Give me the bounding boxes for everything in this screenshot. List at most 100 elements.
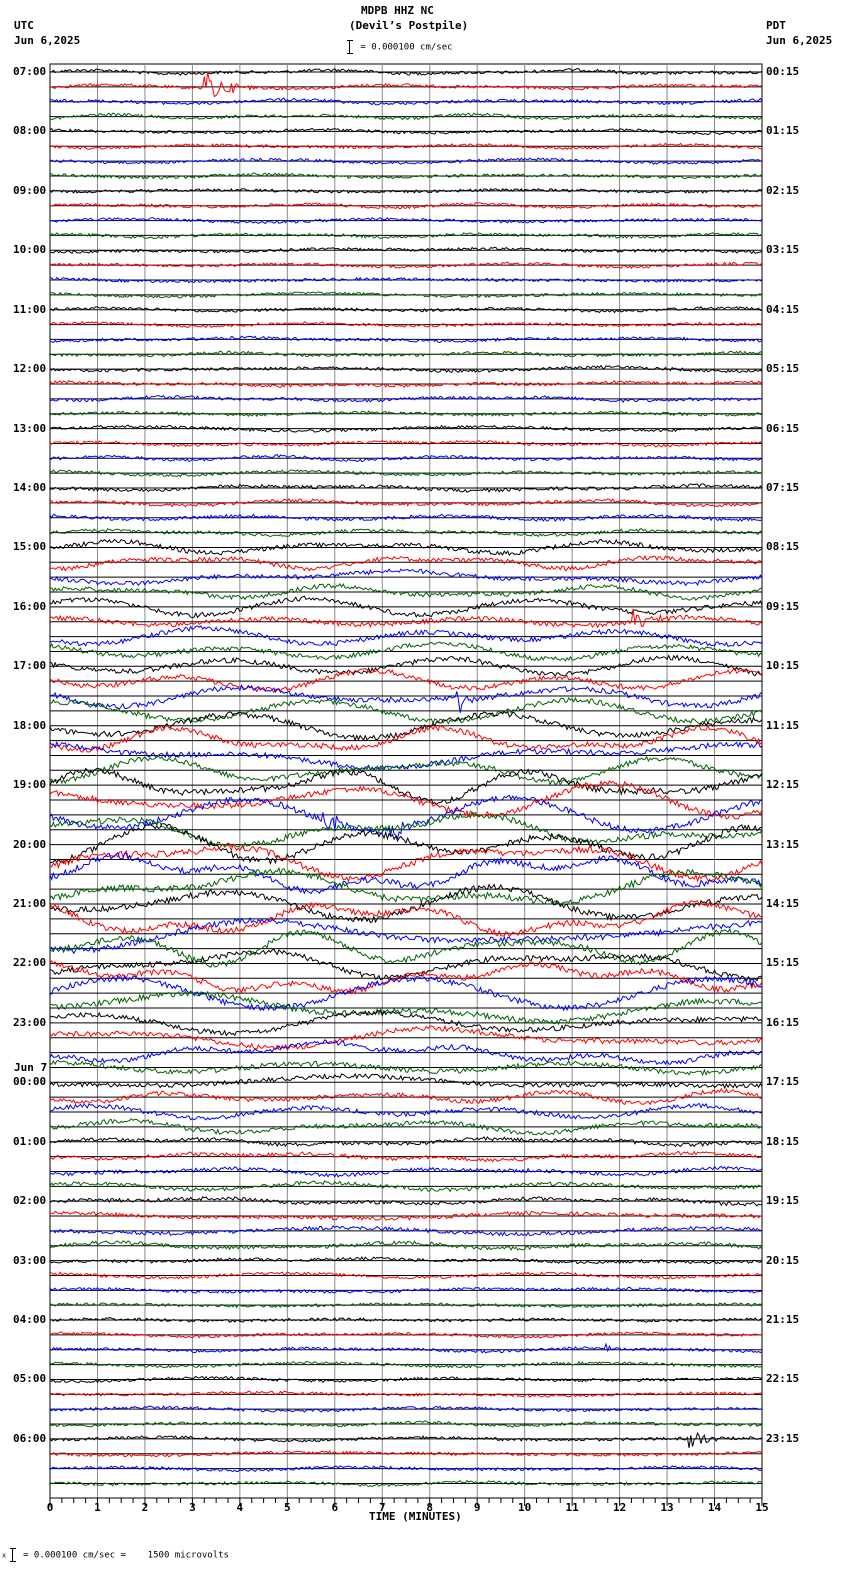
right-date-label: Jun 6,2025 (766, 34, 833, 47)
scale-bar-icon (347, 40, 355, 54)
seismic-trace (49, 217, 763, 225)
pdt-hour-label: 01:15 (766, 124, 800, 138)
station-location: (Devil’s Postpile) (349, 19, 469, 32)
seismic-trace (49, 883, 763, 924)
utc-hour-label: 11:00 (13, 302, 47, 316)
seismic-trace (49, 1302, 763, 1309)
seismic-trace (50, 172, 763, 180)
seismic-trace (49, 513, 763, 522)
pdt-hour-label: 23:15 (766, 1431, 800, 1445)
utc-hour-label: 22:00 (13, 956, 47, 970)
seismic-trace (49, 608, 763, 629)
seismic-trace (49, 1039, 763, 1066)
utc-hour-label: 13:00 (13, 421, 47, 435)
x-tick-label: 0 (46, 1501, 54, 1514)
x-tick-label: 4 (236, 1501, 244, 1514)
seismic-trace (49, 900, 763, 938)
plot-frame (49, 63, 763, 1499)
x-tick-label: 14 (707, 1501, 722, 1514)
pdt-hour-label: 13:15 (766, 837, 800, 851)
seismic-trace (49, 1059, 763, 1077)
seismic-trace (49, 424, 763, 433)
x-tick-label: 13 (660, 1501, 674, 1514)
x-tick-label: 10 (518, 1501, 532, 1514)
seismic-trace (49, 1118, 763, 1136)
x-tick-label: 2 (141, 1501, 149, 1514)
seismic-trace (49, 157, 763, 165)
seismic-trace (49, 625, 763, 648)
utc-hour-label: 12:00 (13, 362, 47, 376)
x-tick-label: 7 (378, 1501, 386, 1514)
seismic-trace (49, 667, 763, 694)
seismic-trace (49, 1072, 763, 1090)
pdt-hour-label: 02:15 (766, 183, 800, 197)
pdt-hour-label: 15:15 (766, 956, 800, 970)
utc-hour-label: 01:00 (13, 1134, 47, 1148)
utc-hour-label: 18:00 (13, 718, 47, 732)
utc-hour-label: 23:00 (13, 1015, 47, 1029)
utc-hour-label: 17:00 (13, 659, 47, 673)
utc-hour-label: 20:00 (13, 837, 47, 851)
utc-hour-label: 21:00 (13, 897, 47, 911)
utc-hour-label: 03:00 (13, 1253, 47, 1267)
utc-hour-label: 14:00 (13, 481, 47, 494)
utc-hour-label: 07:00 (13, 65, 47, 78)
seismic-trace (49, 1331, 763, 1339)
pdt-hour-label: 16:15 (766, 1015, 800, 1029)
seismic-trace (49, 779, 763, 820)
seismic-trace (49, 641, 763, 662)
seismic-trace (49, 291, 763, 299)
footer-scale-note: x = 0.000100 cm/sec = 1500 microvolts (2, 1548, 229, 1562)
seismic-trace (49, 112, 763, 121)
seismic-trace (49, 595, 763, 619)
footer-scale-bar-icon (9, 1548, 18, 1562)
pdt-hour-label: 14:15 (766, 897, 800, 911)
x-tick-label: 5 (284, 1501, 291, 1514)
seismic-trace (49, 583, 763, 601)
seismic-trace (49, 1256, 763, 1265)
pdt-hour-label: 07:15 (766, 481, 800, 494)
station-title: MDPB HHZ NC (361, 4, 434, 17)
pdt-hour-label: 22:15 (766, 1372, 800, 1386)
utc-hour-label: 10:00 (13, 243, 47, 257)
seismic-trace (49, 1225, 763, 1237)
seismic-trace (49, 261, 763, 270)
pdt-hour-label: 17:15 (766, 1075, 800, 1089)
seismic-trace (49, 1150, 763, 1163)
utc-hour-label: 05:00 (13, 1372, 47, 1386)
x-tick-label: 11 (565, 1501, 579, 1514)
utc-hour-label: 19:00 (13, 778, 47, 792)
seismic-trace (49, 246, 763, 255)
seismic-trace (49, 187, 763, 194)
seismic-trace (49, 916, 763, 955)
day-change-label: Jun 7 (14, 1061, 48, 1074)
x-tick-label: 8 (426, 1501, 434, 1514)
seismic-trace (49, 497, 762, 508)
pdt-hour-label: 10:15 (766, 659, 800, 673)
pdt-hour-label: 21:15 (766, 1313, 800, 1327)
seismic-trace (49, 1087, 763, 1106)
seismic-trace (49, 1317, 763, 1323)
seismic-trace (49, 843, 763, 883)
seismic-trace (49, 380, 763, 388)
seismic-trace (49, 394, 763, 404)
seismic-trace (49, 1286, 763, 1294)
seismic-trace (49, 683, 763, 713)
x-tick-label: 12 (612, 1501, 627, 1514)
scale-legend: = 0.000100 cm/sec (347, 40, 453, 54)
seismic-trace (49, 1375, 763, 1384)
pdt-hour-label: 05:15 (766, 362, 800, 376)
x-tick-label: 1 (94, 1501, 101, 1514)
utc-hour-label: 08:00 (13, 124, 47, 138)
pdt-hour-label: 09:15 (766, 599, 800, 613)
seismic-trace (49, 483, 763, 493)
scale-text: = 0.000100 cm/sec (360, 42, 453, 53)
x-axis-label: TIME (MINUTES) (369, 1510, 462, 1523)
utc-hour-label: 06:00 (13, 1431, 47, 1445)
seismic-trace (49, 1024, 763, 1051)
footer-scale-prefix: x (2, 1551, 7, 1560)
pdt-hour-label: 18:15 (766, 1134, 800, 1148)
seismic-trace (49, 1210, 763, 1221)
right-timezone-label: PDT (766, 19, 786, 32)
